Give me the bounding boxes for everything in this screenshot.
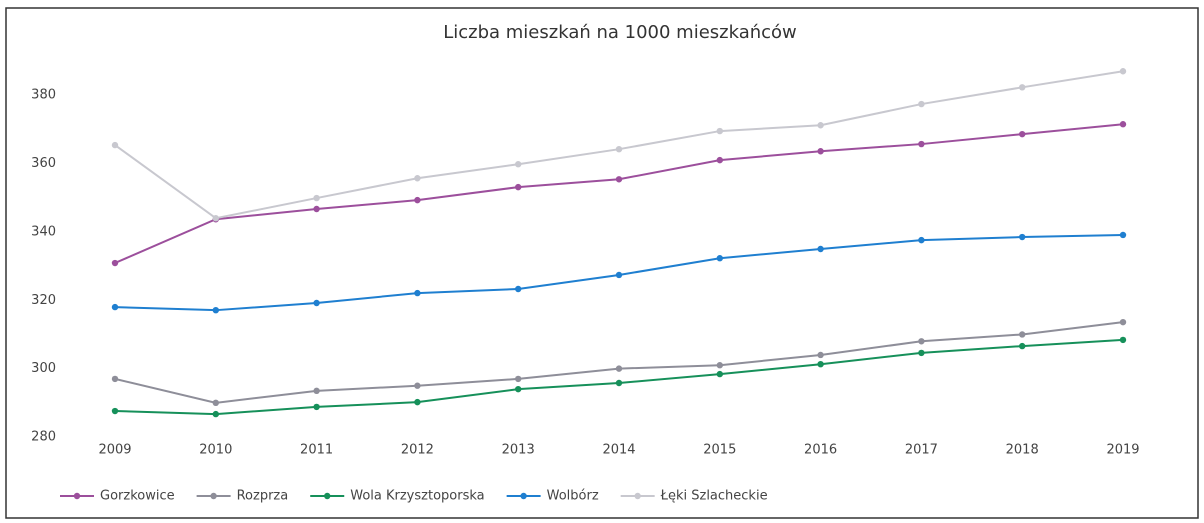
- point: [918, 140, 925, 148]
- point: [615, 379, 623, 387]
- point: [615, 145, 623, 153]
- point: [918, 338, 925, 345]
- point: [1019, 130, 1026, 138]
- series-line: [114, 123, 1124, 264]
- point: [313, 403, 320, 411]
- point: [515, 161, 522, 168]
- legend-label: Gorzkowice: [100, 489, 175, 504]
- legend-dot: [210, 492, 217, 500]
- point: [212, 215, 219, 222]
- point: [817, 148, 824, 155]
- point: [716, 362, 723, 369]
- point: [1119, 336, 1127, 344]
- y-tick-label: 320: [31, 293, 56, 308]
- point: [1019, 331, 1026, 338]
- legend-dot: [324, 492, 331, 500]
- point: [414, 289, 421, 297]
- point: [1019, 342, 1026, 350]
- y-tick-label: 340: [31, 224, 56, 239]
- point: [212, 410, 219, 418]
- x-tick-label: 2019: [1106, 443, 1139, 458]
- frame: [5, 7, 1199, 519]
- point: [716, 156, 723, 164]
- x-tick-label: 2013: [502, 443, 535, 458]
- point: [111, 303, 119, 311]
- point: [414, 382, 421, 389]
- x-tick-label: 2016: [804, 443, 837, 458]
- legend-dot: [520, 492, 527, 500]
- point: [313, 299, 320, 307]
- y-tick-label: 280: [31, 430, 56, 445]
- point: [313, 387, 320, 395]
- x-tick-label: 2011: [300, 443, 333, 458]
- point: [1019, 233, 1026, 241]
- legend-label: Wolbórz: [547, 489, 599, 504]
- point: [313, 205, 320, 213]
- point: [111, 407, 119, 415]
- x-tick-label: 2017: [905, 443, 938, 458]
- point: [716, 255, 723, 262]
- series-line: [114, 321, 1124, 404]
- point: [817, 360, 824, 368]
- point: [1119, 231, 1127, 239]
- point: [817, 122, 824, 129]
- point: [414, 196, 421, 204]
- point: [111, 141, 119, 149]
- point: [1119, 121, 1127, 128]
- point: [515, 375, 522, 383]
- point: [515, 285, 522, 293]
- point: [414, 175, 421, 182]
- y-tick-label: 300: [31, 361, 56, 376]
- point: [212, 306, 219, 314]
- legend-dot: [73, 492, 81, 500]
- point: [918, 236, 925, 244]
- chart-title: Liczba mieszkań na 1000 mieszkańców: [443, 22, 797, 43]
- legend-label: Łęki Szlacheckie: [660, 489, 768, 504]
- point: [716, 127, 723, 135]
- y-tick-label: 360: [31, 156, 56, 171]
- point: [111, 375, 119, 383]
- point: [515, 183, 522, 191]
- point: [1119, 68, 1127, 75]
- point: [1019, 84, 1026, 91]
- point: [615, 176, 623, 183]
- point: [918, 100, 925, 108]
- x-tick-label: 2010: [199, 443, 232, 458]
- point: [1119, 318, 1127, 326]
- legend-dot: [634, 492, 641, 500]
- point: [817, 245, 824, 253]
- point: [615, 365, 623, 372]
- x-tick-label: 2015: [703, 443, 736, 458]
- point: [716, 370, 723, 378]
- series-line: [114, 70, 1124, 220]
- x-tick-label: 2018: [1006, 443, 1039, 458]
- legend-label: Rozprza: [237, 489, 289, 504]
- point: [918, 349, 925, 357]
- series-line: [114, 338, 1124, 416]
- point: [515, 385, 522, 393]
- x-tick-label: 2009: [98, 443, 131, 458]
- point: [111, 259, 119, 267]
- y-tick-label: 380: [31, 88, 56, 103]
- legend-label: Wola Krzysztoporska: [350, 489, 484, 504]
- x-tick-label: 2014: [602, 443, 635, 458]
- x-tick-label: 2012: [401, 443, 434, 458]
- point: [817, 351, 824, 359]
- point: [212, 399, 219, 407]
- point: [313, 194, 320, 202]
- point: [414, 398, 421, 406]
- point: [615, 271, 623, 279]
